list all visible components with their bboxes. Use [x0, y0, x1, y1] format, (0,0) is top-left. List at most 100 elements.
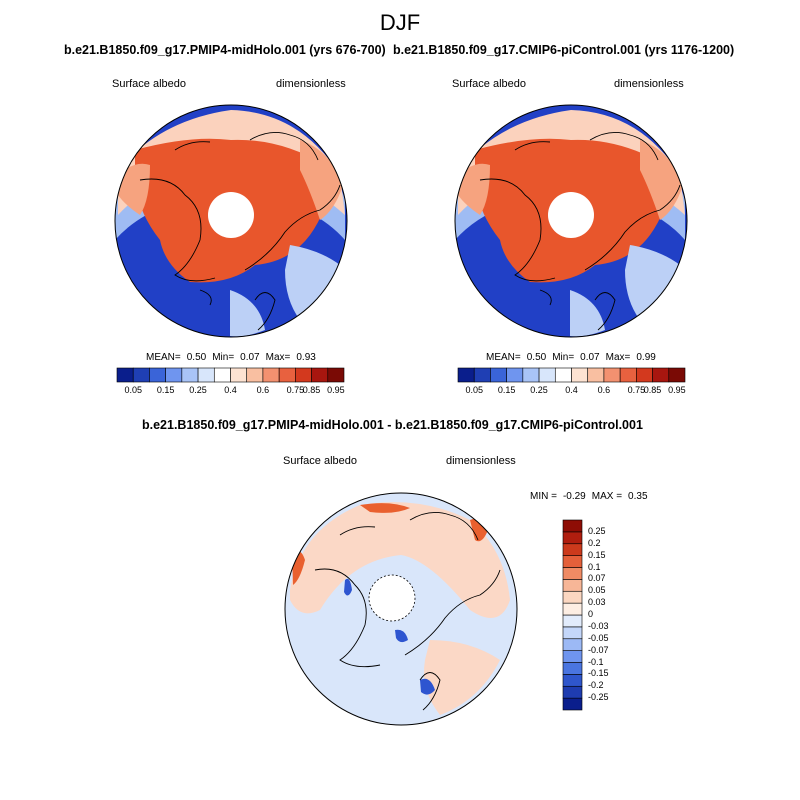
- colorbar-swatch: [562, 519, 583, 533]
- panel-2-land-mid: [458, 163, 490, 215]
- panel-2-coastlines: [479, 131, 681, 331]
- colorbar-swatch: [562, 650, 583, 663]
- colorbar-swatch: [562, 590, 583, 604]
- colorbar-swatch: [562, 543, 583, 556]
- colorbar-swatch: [490, 367, 507, 383]
- colorbar-swatch: [587, 367, 605, 383]
- colorbar-tick-label: 0: [588, 609, 594, 619]
- colorbar-tick-label: -0.1: [588, 656, 604, 667]
- colorbar-swatch: [246, 367, 264, 383]
- colorbar-tick-label: 0.15: [497, 385, 516, 395]
- diff-map: [285, 493, 517, 725]
- colorbar-tick-label: 0.4: [565, 385, 578, 395]
- colorbar-swatch: [311, 367, 329, 383]
- colorbar-swatch: [636, 367, 653, 383]
- colorbar-tick-label: 0.15: [588, 549, 606, 560]
- colorbar-swatch: [562, 602, 583, 616]
- panel-1-title: b.e21.B1850.f09_g17.PMIP4-midHolo.001 (y…: [64, 43, 386, 57]
- colorbar-tick-label: -0.07: [588, 644, 609, 655]
- panel-2-title: b.e21.B1850.f09_g17.CMIP6-piControl.001 …: [393, 43, 735, 57]
- colorbar-swatch: [668, 367, 686, 383]
- colorbar-tick-label: 0.95: [327, 385, 345, 395]
- diff-pos-region: [290, 502, 510, 618]
- colorbar-swatch: [506, 367, 524, 383]
- diff-colorbar: [562, 519, 583, 711]
- colorbar-tick-label: 0.95: [668, 385, 686, 395]
- colorbar-tick-label: 0.1: [588, 561, 601, 572]
- colorbar-swatch: [457, 367, 475, 383]
- colorbar-swatch: [562, 626, 583, 640]
- panel-2-pale-patch: [625, 245, 680, 320]
- diff-pole-hole: [369, 575, 415, 621]
- panel-1-map-border: [114, 104, 348, 338]
- panel-1-coastlines: [139, 131, 341, 331]
- colorbar-tick-label: 0.75: [286, 385, 305, 395]
- panel-1-land-mid-2: [300, 140, 343, 220]
- diff-strong-pos: [360, 503, 410, 513]
- colorbar-tick-label: 0.6: [597, 385, 611, 395]
- colorbar-tick-label: -0.2: [588, 680, 604, 691]
- colorbar-swatch: [562, 662, 583, 675]
- panel-1-map: [115, 105, 347, 337]
- colorbar-swatch: [554, 367, 572, 383]
- colorbar-tick-label: 0.05: [588, 585, 606, 596]
- panel-1-pale-patch-2: [230, 290, 265, 337]
- panel-1-units-label: dimensionless: [276, 78, 346, 90]
- colorbar-tick-label: 0.07: [588, 573, 606, 584]
- colorbar-tick-label: 0.05: [465, 385, 483, 395]
- colorbar-swatch: [603, 367, 621, 383]
- panel-2-map-border: [454, 104, 688, 338]
- colorbar-tick-label: 0.75: [627, 385, 646, 395]
- colorbar-swatch: [149, 367, 166, 383]
- panel-1-stats: MEAN= 0.50 Min= 0.07 Max= 0.93: [146, 352, 316, 363]
- diff-coastlines: [314, 511, 501, 711]
- diff-units-label: dimensionless: [446, 455, 516, 467]
- colorbar-swatch: [571, 367, 589, 383]
- colorbar-swatch: [132, 367, 150, 383]
- panel-1-land-mid: [118, 163, 150, 215]
- colorbar-swatch: [652, 367, 670, 383]
- diff-neg-1: [344, 578, 352, 596]
- colorbar-tick-label: -0.25: [588, 692, 609, 703]
- colorbar-swatch: [562, 531, 583, 545]
- colorbar-swatch: [230, 367, 248, 383]
- colorbar-tick-label: 0.4: [224, 385, 237, 395]
- colorbar-swatch: [562, 614, 583, 628]
- colorbar-swatch: [562, 555, 583, 568]
- colorbar-swatch: [165, 367, 183, 383]
- colorbar-swatch: [116, 367, 134, 383]
- colorbar-swatch: [213, 367, 231, 383]
- diff-map-border: [284, 492, 518, 726]
- panel-1-pole-hole: [208, 192, 254, 238]
- colorbar-tick-label: 0.25: [530, 385, 548, 395]
- panel-2-pole-hole: [548, 192, 594, 238]
- colorbar-tick-label: -0.15: [588, 668, 609, 679]
- panel-2-units-label: dimensionless: [614, 78, 684, 90]
- colorbar-swatch: [562, 579, 583, 592]
- panel-1-variable-label: Surface albedo: [112, 78, 186, 90]
- colorbar-swatch: [473, 367, 491, 383]
- panel-1-land-light: [118, 110, 345, 215]
- colorbar-tick-label: 0.15: [156, 385, 175, 395]
- panel-1-colorbar: [116, 367, 345, 383]
- colorbar-tick-label: 0.25: [189, 385, 207, 395]
- colorbar-swatch: [562, 567, 583, 580]
- colorbar-tick-label: 0.2: [588, 537, 601, 548]
- colorbar-swatch: [562, 638, 583, 651]
- colorbar-tick-label: 0.25: [588, 525, 606, 536]
- colorbar-swatch: [197, 367, 215, 383]
- colorbar-swatch: [562, 697, 583, 711]
- colorbar-swatch: [538, 367, 556, 383]
- colorbar-tick-label: 0.85: [643, 385, 662, 395]
- diff-neg-3: [420, 678, 435, 695]
- colorbar-swatch: [295, 367, 312, 383]
- panel-2-stats: MEAN= 0.50 Min= 0.07 Max= 0.99: [486, 352, 656, 363]
- diff-pos-region-2: [424, 640, 500, 715]
- colorbar-tick-label: -0.03: [588, 620, 609, 631]
- colorbar-swatch: [262, 367, 280, 383]
- colorbar-swatch: [562, 674, 583, 687]
- colorbar-tick-label: 0.05: [124, 385, 142, 395]
- colorbar-tick-label: 0.6: [256, 385, 270, 395]
- diff-variable-label: Surface albedo: [283, 455, 357, 467]
